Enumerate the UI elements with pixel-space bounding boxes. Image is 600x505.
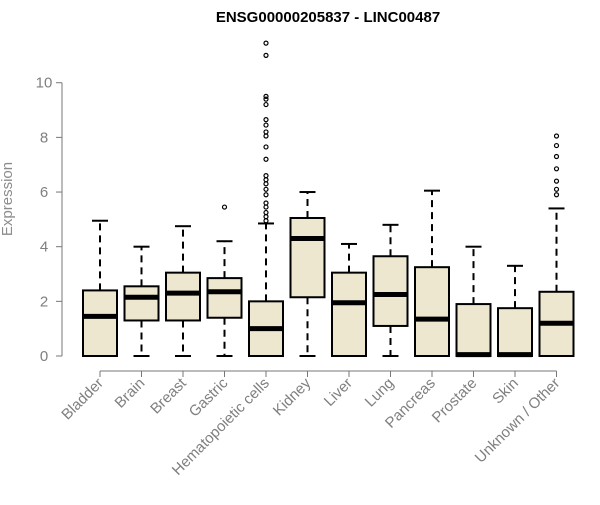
outlier-point xyxy=(553,142,560,149)
outlier-point xyxy=(263,209,269,216)
x-tick-label: Lung xyxy=(362,375,398,411)
box-body xyxy=(165,271,201,322)
box-skin xyxy=(497,264,533,358)
outlier-point xyxy=(263,177,269,183)
box-body xyxy=(123,285,160,322)
outlier-point xyxy=(553,153,560,160)
box-breast xyxy=(165,225,201,357)
outlier-point xyxy=(263,156,269,162)
outlier-point xyxy=(553,166,560,172)
outlier-point xyxy=(263,173,269,179)
y-axis-label: Expression xyxy=(0,162,16,236)
outlier-point xyxy=(263,204,269,210)
box-pancreas xyxy=(414,189,450,357)
box-body xyxy=(414,266,450,357)
box-body xyxy=(455,303,492,357)
x-tick-label: Breast xyxy=(147,374,190,417)
outlier-point xyxy=(553,133,560,139)
box-gastric xyxy=(206,204,243,357)
outlier-point xyxy=(263,144,269,150)
box-body xyxy=(372,255,409,327)
box-body xyxy=(497,307,533,358)
box-series xyxy=(82,40,575,358)
outlier-point xyxy=(263,117,269,123)
outlier-point xyxy=(263,101,269,108)
box-liver xyxy=(331,242,367,357)
outlier-point xyxy=(263,181,269,187)
chart-title: ENSG00000205837 - LINC00487 xyxy=(216,9,440,26)
outlier-point xyxy=(263,40,269,46)
outlier-point xyxy=(263,214,269,220)
outlier-point xyxy=(263,129,269,135)
outlier-point xyxy=(263,93,269,99)
y-tick-label: 0 xyxy=(40,348,48,365)
y-tick-label: 10 xyxy=(36,75,53,92)
box-bladder xyxy=(82,219,118,357)
outlier-point xyxy=(221,204,228,210)
y-axis: 0 2 4 6 8 10 xyxy=(36,75,63,365)
box-body xyxy=(82,289,118,357)
x-tick-label: Kidney xyxy=(270,374,315,419)
y-tick-label: 6 xyxy=(40,184,48,201)
outlier-point xyxy=(553,178,560,184)
y-tick-label: 4 xyxy=(40,239,48,256)
box-body xyxy=(289,216,326,299)
box-body xyxy=(331,271,367,357)
outlier-point xyxy=(263,133,269,139)
box-prostate xyxy=(455,245,492,358)
outlier-point xyxy=(263,186,269,192)
box-kidney xyxy=(289,191,326,357)
y-tick-label: 2 xyxy=(40,293,48,310)
outlier-point xyxy=(263,122,269,128)
outlier-point xyxy=(553,186,560,192)
box-hematopoietic-cells xyxy=(248,40,284,357)
outlier-point xyxy=(553,192,560,198)
box-lung xyxy=(372,223,409,357)
x-tick-label: Skin xyxy=(489,375,522,408)
outlier-point xyxy=(263,200,269,206)
x-tick-label: Liver xyxy=(321,375,356,410)
x-tick-label: Prostate xyxy=(429,375,481,427)
outlier-point xyxy=(263,192,269,198)
x-tick-label: Bladder xyxy=(58,375,107,424)
box-unknown-other xyxy=(538,133,575,358)
y-tick-label: 8 xyxy=(40,129,48,146)
outlier-point xyxy=(263,52,269,58)
outlier-point xyxy=(263,96,269,102)
outlier-point xyxy=(263,218,269,224)
box-body xyxy=(206,277,243,319)
x-tick-label: Brain xyxy=(112,375,149,412)
box-brain xyxy=(123,245,160,357)
